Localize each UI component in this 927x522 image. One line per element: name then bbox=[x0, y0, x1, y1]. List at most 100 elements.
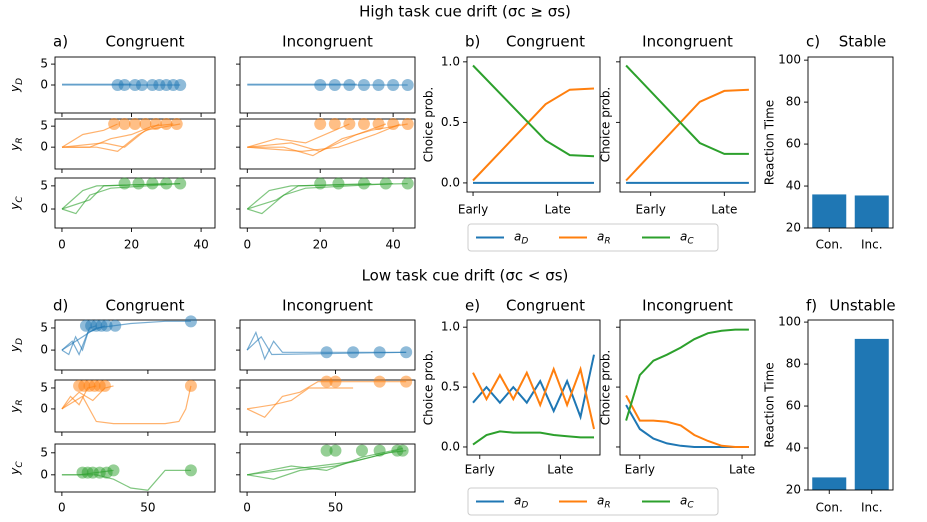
trajectory-line bbox=[247, 387, 354, 410]
x-tick-label: 20 bbox=[313, 238, 328, 252]
legend-label: aR bbox=[597, 229, 611, 246]
endpoint bbox=[174, 177, 187, 190]
x-tick-label: 50 bbox=[328, 501, 343, 515]
endpoint bbox=[372, 79, 385, 91]
endpoint bbox=[118, 79, 131, 91]
panel-title: Congruent bbox=[106, 297, 185, 315]
endpoint bbox=[400, 346, 413, 359]
axes-frame bbox=[54, 319, 216, 371]
y-tick-label: 5 bbox=[40, 445, 48, 459]
y-tick-label: 5 bbox=[40, 320, 48, 334]
legend-label: aD bbox=[514, 493, 528, 510]
x-tick-label: Early bbox=[636, 203, 666, 217]
endpoint bbox=[357, 118, 370, 131]
x-tick-label: 0 bbox=[243, 238, 251, 252]
endpoint bbox=[357, 79, 370, 91]
y-tick-label: 0.5 bbox=[441, 115, 460, 129]
endpoint bbox=[132, 177, 145, 190]
endpoint bbox=[355, 444, 368, 457]
y-axis-label: Choice prob. bbox=[599, 87, 613, 163]
axes-frame bbox=[239, 443, 416, 493]
axes-frame bbox=[54, 443, 216, 493]
y-tick-label: 60 bbox=[786, 399, 801, 413]
series-line bbox=[472, 64, 595, 158]
y-axis-label: Choice prob. bbox=[422, 350, 436, 426]
bar bbox=[812, 194, 847, 228]
axes-frame bbox=[807, 319, 894, 491]
endpoint bbox=[129, 118, 141, 131]
endpoint bbox=[98, 379, 111, 392]
endpoint bbox=[328, 118, 341, 131]
panel-label: e) bbox=[465, 297, 480, 315]
y-tick-label: 40 bbox=[786, 441, 801, 455]
y-axis-label: Choice prob. bbox=[599, 350, 613, 426]
y-tick-label: 0 bbox=[40, 202, 48, 216]
series-line bbox=[625, 64, 749, 155]
endpoint bbox=[343, 118, 356, 131]
x-tick-label: Late bbox=[545, 203, 571, 217]
endpoint bbox=[372, 118, 385, 131]
panel-title: Congruent bbox=[506, 33, 585, 51]
endpoint bbox=[373, 375, 386, 388]
endpoint bbox=[107, 464, 120, 477]
bar bbox=[854, 195, 889, 228]
panel-title: Incongruent bbox=[642, 33, 733, 51]
y-tick-label: 100 bbox=[778, 53, 801, 67]
y-tick-label: 0 bbox=[40, 140, 48, 154]
y-tick-label: 5 bbox=[40, 57, 48, 71]
series-line bbox=[625, 88, 749, 182]
endpoint bbox=[174, 79, 187, 91]
axes-frame bbox=[54, 379, 216, 433]
series-line bbox=[472, 430, 594, 446]
y-tick-label: 60 bbox=[786, 137, 801, 151]
endpoint bbox=[329, 444, 342, 457]
endpoint bbox=[396, 444, 409, 457]
x-tick-label: 0 bbox=[243, 501, 251, 515]
endpoint bbox=[320, 375, 333, 388]
endpoint bbox=[108, 118, 121, 131]
legend-label: aR bbox=[597, 493, 611, 510]
axes-frame bbox=[239, 177, 416, 229]
section-title: High task cue drift (σc ≥ σs) bbox=[359, 3, 571, 21]
axes-frame bbox=[239, 118, 416, 170]
y-tick-label: 20 bbox=[786, 483, 801, 497]
endpoint bbox=[139, 118, 152, 131]
endpoint bbox=[401, 118, 414, 131]
y-tick-label: 0 bbox=[40, 78, 48, 92]
endpoint bbox=[329, 375, 342, 388]
legend-label: aC bbox=[680, 493, 694, 510]
legend-box bbox=[467, 223, 719, 252]
endpoint bbox=[400, 375, 413, 388]
series-line bbox=[625, 404, 749, 448]
endpoint bbox=[320, 444, 333, 457]
legend-box bbox=[467, 487, 719, 516]
panel-label: f) bbox=[806, 297, 817, 315]
bar bbox=[812, 477, 847, 490]
x-tick-label: Early bbox=[465, 463, 495, 477]
endpoint bbox=[387, 118, 400, 131]
panel-label: b) bbox=[465, 33, 480, 51]
y-axis-label: yR bbox=[8, 137, 25, 151]
endpoint bbox=[135, 79, 148, 91]
y-axis-label: yD bbox=[8, 338, 25, 353]
axes-frame bbox=[619, 319, 756, 456]
x-tick-label: 20 bbox=[124, 238, 139, 252]
y-axis-label: Reaction Time bbox=[763, 100, 777, 185]
endpoint bbox=[146, 177, 159, 190]
axes-frame bbox=[466, 56, 601, 193]
x-tick-label: 40 bbox=[193, 238, 208, 252]
x-tick-label: Early bbox=[625, 463, 655, 477]
x-tick-label: Late bbox=[729, 463, 755, 477]
trajectory-line bbox=[247, 450, 398, 480]
endpoint bbox=[328, 79, 341, 91]
x-tick-label: Con. bbox=[816, 238, 843, 252]
panel-title: Stable bbox=[839, 33, 887, 51]
panel-label: c) bbox=[806, 33, 820, 51]
series-line bbox=[625, 328, 749, 421]
endpoint bbox=[314, 79, 327, 91]
y-tick-label: 0.5 bbox=[441, 380, 460, 394]
trajectory-line bbox=[247, 123, 350, 148]
endpoint bbox=[100, 319, 113, 332]
endpoint bbox=[373, 444, 386, 457]
x-tick-label: Early bbox=[458, 203, 488, 217]
